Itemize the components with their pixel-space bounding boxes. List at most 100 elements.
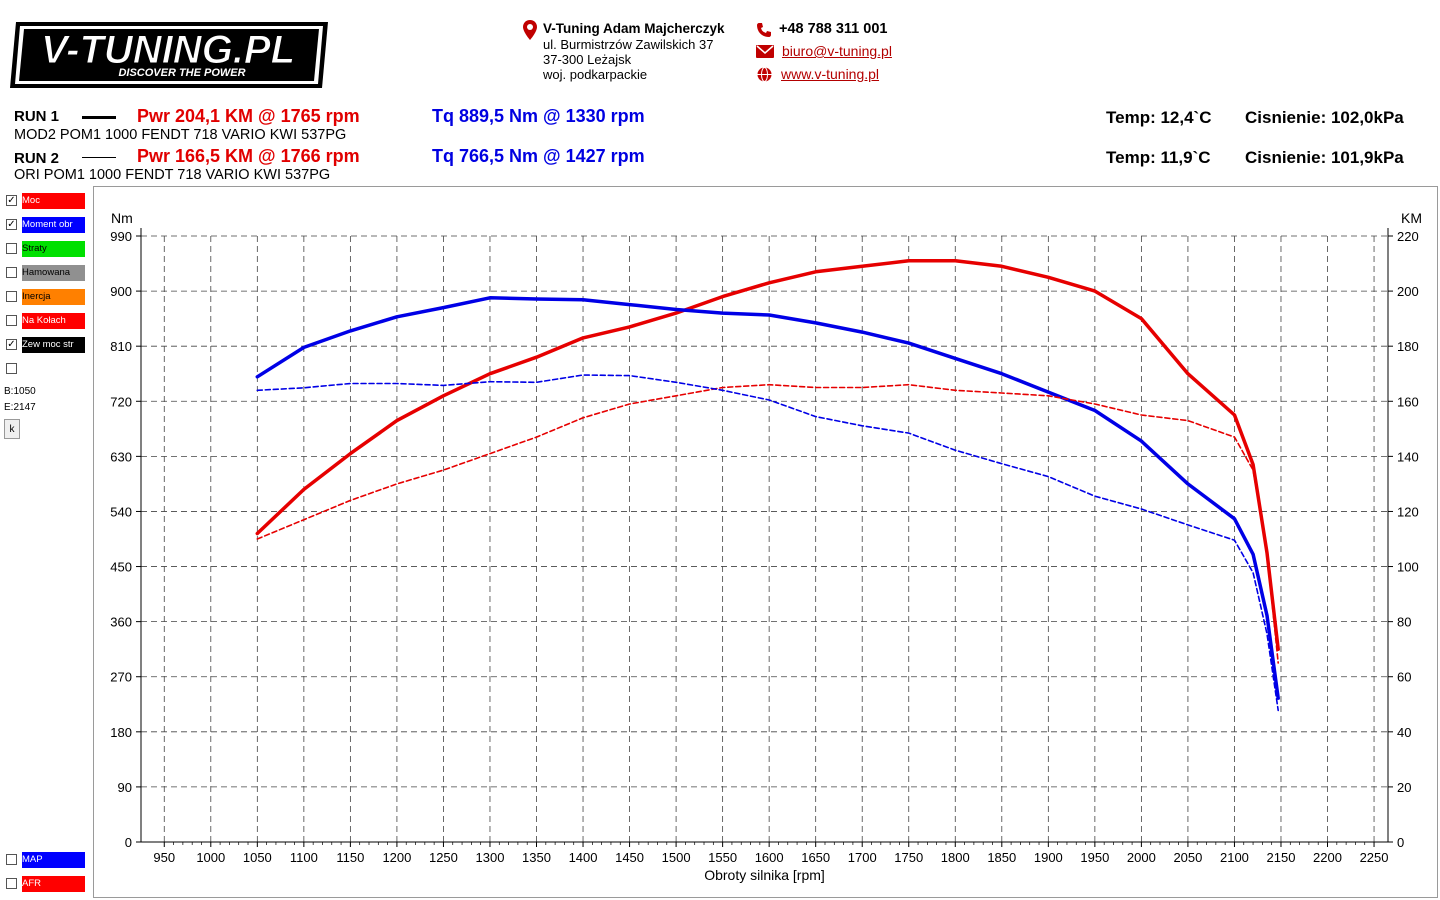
- x-tick-label: 1600: [755, 850, 784, 865]
- y-right-tick-label: 60: [1397, 670, 1411, 685]
- checkbox-zew-moc[interactable]: ✓: [6, 339, 17, 350]
- toggle-inercja[interactable]: Inercja: [4, 289, 85, 305]
- toggle-blank[interactable]: [4, 361, 85, 377]
- x-tick-label: 1150: [336, 850, 364, 865]
- y-left-tick-label: 990: [110, 229, 132, 244]
- y-right-tick-label: 40: [1397, 725, 1411, 740]
- x-tick-label: 1100: [290, 850, 318, 865]
- x-tick-label: 1000: [196, 850, 225, 865]
- k-button[interactable]: k: [4, 419, 20, 439]
- toggle-moc[interactable]: ✓ Moc: [4, 193, 85, 209]
- run2-power-peak: Pwr 166,5 KM @ 1766 rpm: [137, 146, 360, 166]
- x-tick-label: 1500: [662, 850, 691, 865]
- checkbox-na-kolach[interactable]: [6, 315, 17, 326]
- chart-grid: [141, 235, 1388, 842]
- y-left-tick-label: 0: [125, 835, 132, 850]
- x-tick-label: 1450: [615, 850, 644, 865]
- checkbox-moc[interactable]: ✓: [6, 195, 17, 206]
- email-link[interactable]: biuro@v-tuning.pl: [782, 43, 892, 59]
- logo-tagline: DISCOVER THE POWER: [118, 67, 245, 79]
- run1-power-peak: Pwr 204,1 KM @ 1765 rpm: [137, 106, 360, 126]
- x-axis-label: Obroty silnika [rpm]: [704, 867, 825, 883]
- y-right-tick-label: 140: [1397, 449, 1419, 464]
- y-left-tick-label: 900: [110, 284, 132, 299]
- range-begin: B:1050: [4, 386, 36, 397]
- x-tick-label: 2200: [1313, 850, 1342, 865]
- toggle-na-kolach-label: Na Kołach: [22, 313, 85, 329]
- toggle-hamowana-label: Hamowana: [22, 265, 85, 281]
- x-tick-label: 1850: [987, 850, 1016, 865]
- company-region: woj. podkarpackie: [543, 67, 648, 82]
- run1-torque-peak: Tq 889,5 Nm @ 1330 rpm: [432, 106, 645, 126]
- y-right-tick-label: 20: [1397, 780, 1411, 795]
- logo-main-text: V-TUNING.PL: [41, 28, 295, 72]
- email-icon: [756, 45, 774, 58]
- checkbox-blank[interactable]: [6, 363, 17, 374]
- range-end: E:2147: [4, 402, 36, 413]
- chart-ticks: 950 1000 1050 1100 1150 1200 1250 1300 1350 1400 1…: [110, 229, 1418, 865]
- toggle-zew-moc[interactable]: ✓ Zew moc str: [4, 337, 85, 353]
- y-right-tick-label: 120: [1397, 504, 1419, 519]
- x-tick-label: 1650: [801, 850, 830, 865]
- y-right-tick-label: 220: [1397, 229, 1419, 244]
- toggle-map-label: MAP: [22, 852, 85, 868]
- y-right-tick-label: 100: [1397, 560, 1419, 575]
- run1-label: RUN 1: [14, 108, 60, 125]
- y-left-tick-label: 720: [110, 394, 132, 409]
- y-left-tick-label: 810: [110, 339, 132, 354]
- x-tick-label: 1050: [243, 850, 272, 865]
- y-right-tick-label: 80: [1397, 615, 1411, 630]
- y-left-tick-label: 450: [110, 560, 132, 575]
- website-link[interactable]: www.v-tuning.pl: [781, 66, 880, 82]
- x-tick-label: 1750: [894, 850, 923, 865]
- toggle-straty-label: Straty: [22, 241, 85, 257]
- x-tick-label: 1200: [382, 850, 411, 865]
- checkbox-hamowana[interactable]: [6, 267, 17, 278]
- x-tick-label: 1800: [941, 850, 970, 865]
- toggle-map[interactable]: MAP: [4, 852, 85, 868]
- x-tick-label: 1900: [1034, 850, 1063, 865]
- run1-torque-line: [255, 296, 1280, 700]
- run2-description: ORI POM1 1000 FENDT 718 VARIO KWI 537PG: [14, 167, 331, 183]
- chart-series: [255, 259, 1280, 712]
- toggle-na-kolach[interactable]: Na Kołach: [4, 313, 85, 329]
- x-tick-label: 1400: [569, 850, 598, 865]
- x-tick-label: 2050: [1173, 850, 1202, 865]
- x-tick-label: 1300: [476, 850, 505, 865]
- checkbox-map[interactable]: [6, 854, 17, 865]
- chart-frame: [93, 186, 1438, 898]
- company-city: 37-300 Leżajsk: [543, 52, 632, 67]
- checkbox-moment[interactable]: ✓: [6, 219, 17, 230]
- run2-pressure: Cisnienie: 101,9kPa: [1245, 148, 1404, 167]
- y-left-tick-label: 360: [110, 615, 132, 630]
- chart-axes: [140, 228, 1389, 843]
- checkbox-afr[interactable]: [6, 878, 17, 889]
- checkbox-straty[interactable]: [6, 243, 17, 254]
- toggle-straty[interactable]: Straty: [4, 241, 85, 257]
- y-right-axis-label: KM: [1401, 210, 1422, 226]
- company-street: ul. Burmistrzów Zawilskich 37: [543, 37, 714, 52]
- y-right-tick-label: 180: [1397, 339, 1419, 354]
- run2-torque-peak: Tq 766,5 Nm @ 1427 rpm: [432, 146, 645, 166]
- y-left-axis-label: Nm: [111, 210, 133, 226]
- globe-icon: [757, 67, 772, 82]
- y-left-tick-label: 90: [118, 780, 132, 795]
- checkbox-inercja[interactable]: [6, 291, 17, 302]
- run1-pressure: Cisnienie: 102,0kPa: [1245, 108, 1404, 127]
- y-left-tick-label: 630: [110, 449, 132, 464]
- toggle-afr[interactable]: AFR: [4, 876, 85, 892]
- x-tick-label: 1950: [1080, 850, 1109, 865]
- toggle-moment[interactable]: ✓ Moment obr: [4, 217, 85, 233]
- v-tuning-logo: V-TUNING.PL DISCOVER THE POWER: [10, 22, 328, 88]
- x-tick-label: 1550: [708, 850, 737, 865]
- run2-power-line: [256, 383, 1279, 664]
- toggle-moc-label: Moc: [22, 193, 85, 209]
- phone-number: +48 788 311 001: [779, 21, 888, 37]
- run1-line-swatch: [82, 116, 116, 119]
- company-name: V-Tuning Adam Majcherczyk: [543, 21, 725, 36]
- x-tick-label: 2100: [1220, 850, 1249, 865]
- toggle-moment-label: Moment obr: [22, 217, 85, 233]
- y-right-tick-label: 200: [1397, 284, 1419, 299]
- x-tick-label: 950: [153, 850, 175, 865]
- toggle-hamowana[interactable]: Hamowana: [4, 265, 85, 281]
